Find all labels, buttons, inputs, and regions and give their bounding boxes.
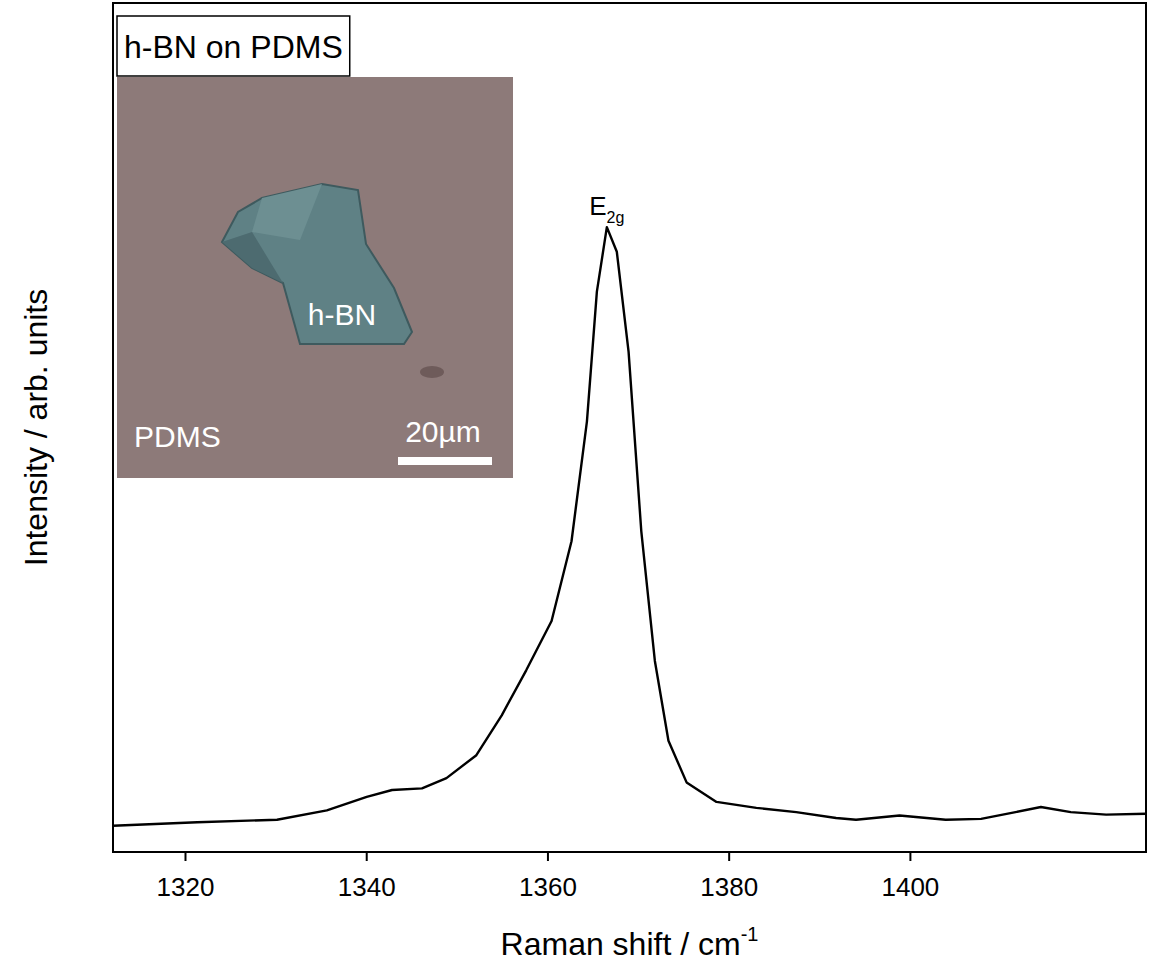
x-tick-label: 1360 (519, 872, 577, 902)
x-tick-label: 1380 (700, 872, 758, 902)
inset-image: h-BN PDMS 20µm (117, 77, 513, 478)
inset-scale-label: 20µm (405, 415, 481, 448)
chart: 1320 1340 1360 1380 1400 Raman shift / cm-1 In… (0, 0, 1149, 973)
x-tick (547, 852, 549, 861)
x-tick-label: 1340 (338, 872, 396, 902)
y-axis-title: Intensity / arb. units (18, 289, 54, 566)
inset-substrate-label: PDMS (134, 420, 221, 453)
x-axis-title-text: Raman shift / cm (501, 926, 741, 962)
x-tick (728, 852, 730, 861)
inset-flake-label: h-BN (308, 298, 376, 331)
peak-label: E2g (589, 191, 624, 226)
x-tick-label: 1400 (881, 872, 939, 902)
flake (222, 184, 412, 344)
title-box (117, 16, 350, 76)
x-tick (184, 852, 186, 861)
flake-facet (222, 232, 283, 283)
x-tick (366, 852, 368, 861)
x-axis-title-sup: -1 (741, 923, 759, 945)
peak-label-sub: 2g (607, 209, 625, 226)
flake-facet (252, 184, 322, 240)
x-tick-label: 1320 (157, 872, 215, 902)
plot-frame (113, 3, 1146, 852)
x-axis-title: Raman shift / cm-1 (501, 923, 759, 962)
inset-background (117, 77, 513, 478)
inset-scale-bar (398, 457, 492, 465)
peak-label-main: E (589, 191, 606, 221)
debris (420, 366, 444, 378)
x-tick (909, 852, 911, 861)
title: h-BN on PDMS (124, 29, 343, 65)
